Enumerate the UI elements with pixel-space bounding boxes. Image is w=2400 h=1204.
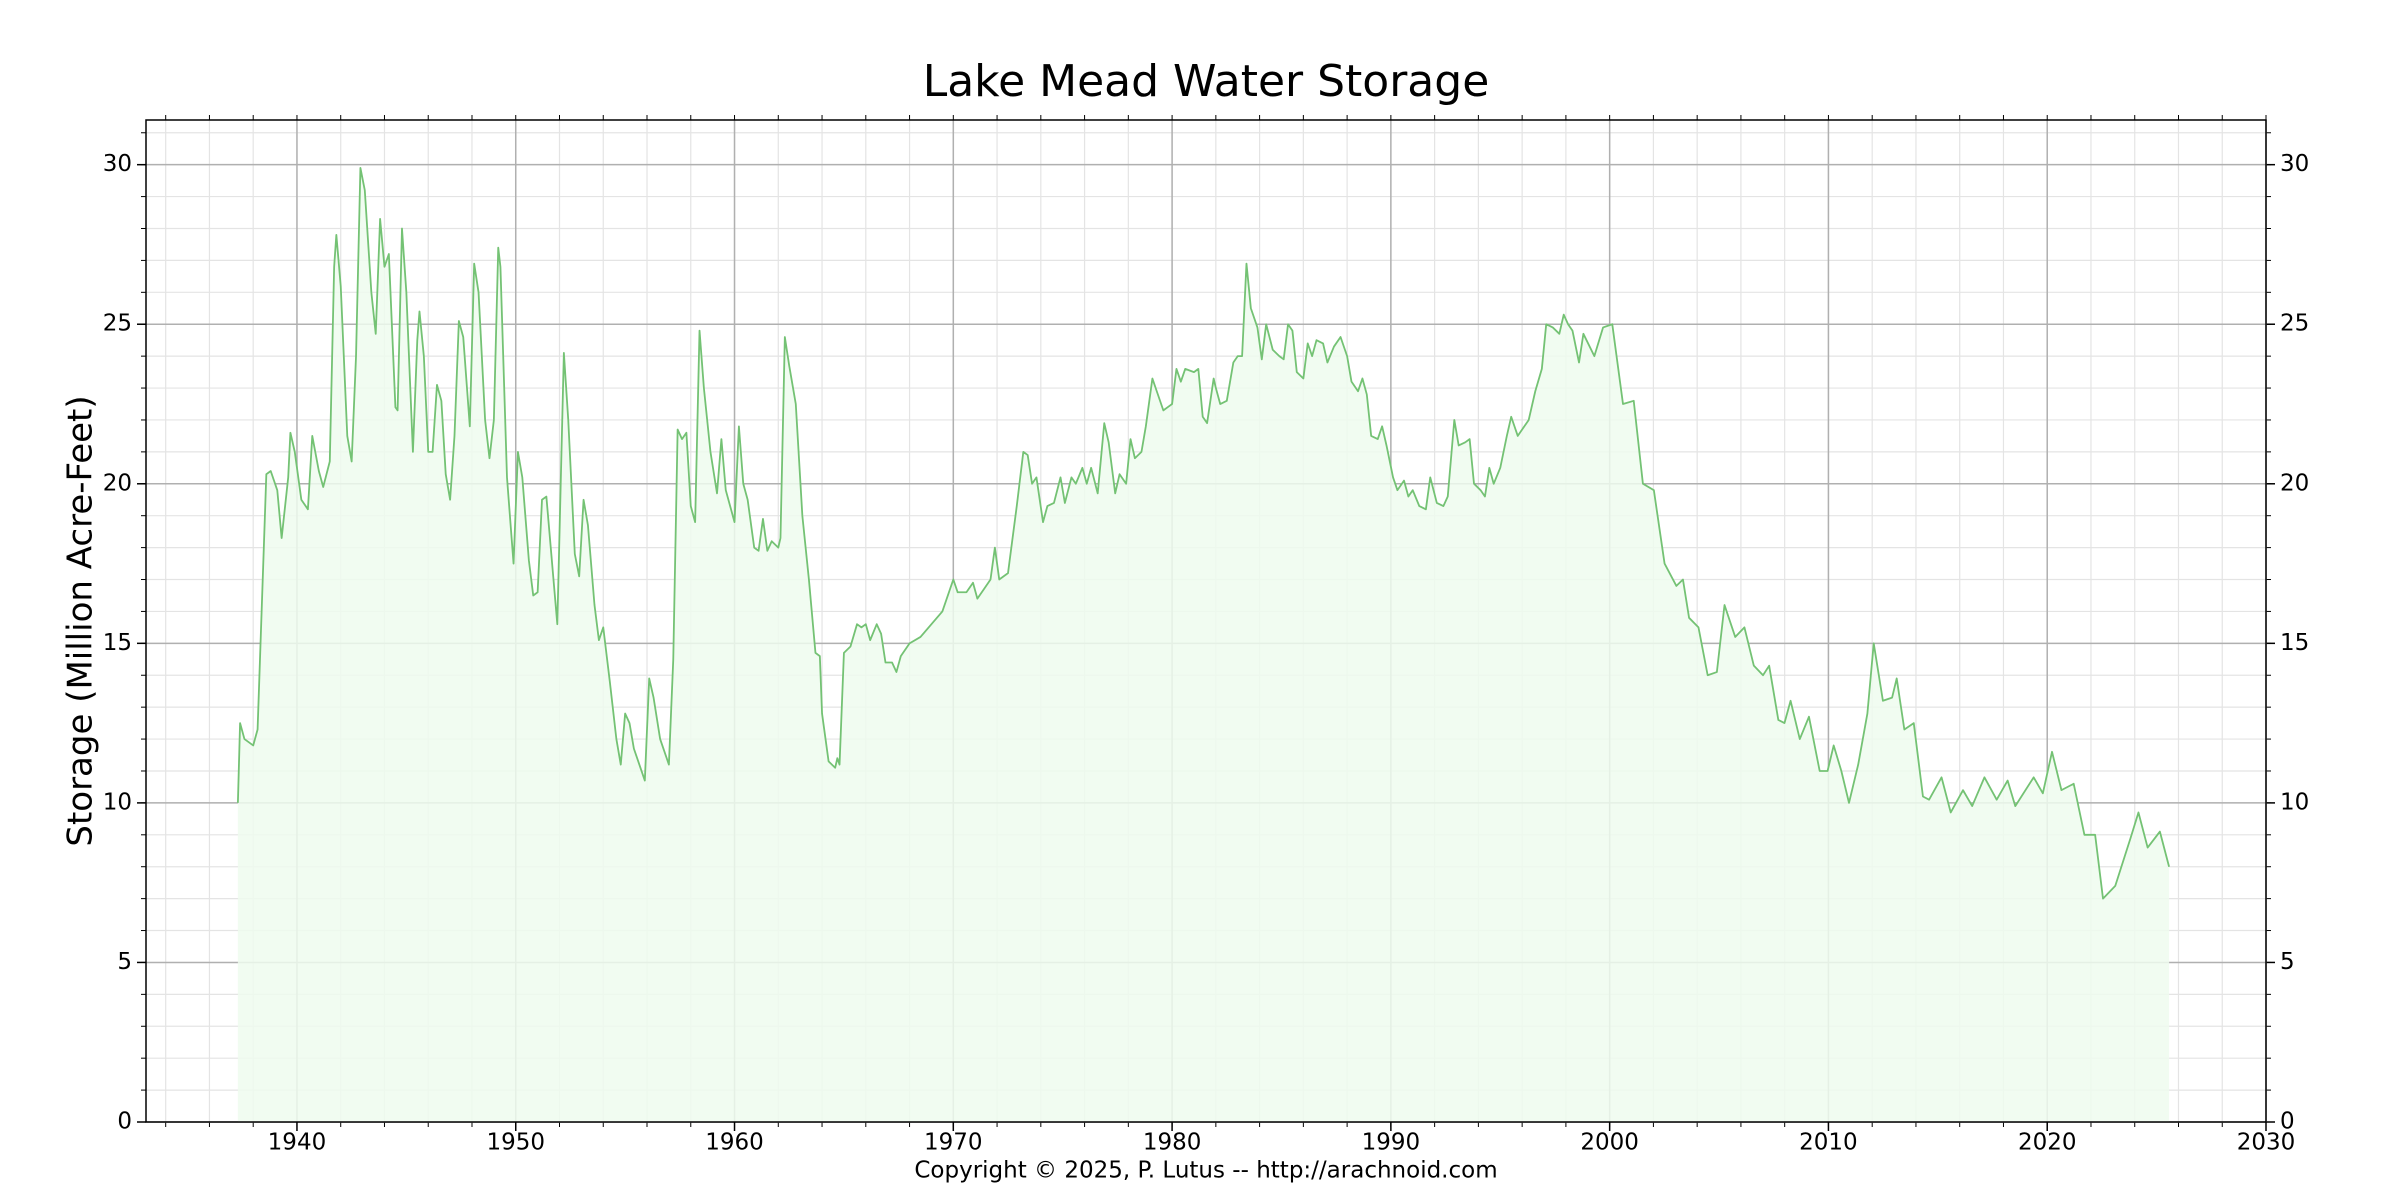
x-tick-label: 2030: [2237, 1130, 2296, 1156]
x-tick-label: 2000: [1580, 1130, 1639, 1156]
y-tick-label: 0: [117, 1109, 132, 1135]
y-tick-label-right: 0: [2280, 1109, 2295, 1135]
y-tick-label-right: 30: [2280, 151, 2309, 177]
y-tick-label-right: 15: [2280, 630, 2309, 656]
x-tick-label: 1960: [705, 1130, 764, 1156]
x-tick-label: 1970: [924, 1130, 983, 1156]
area: [237, 167, 2170, 1122]
y-tick-label-right: 5: [2280, 949, 2295, 975]
y-tick-label-right: 10: [2280, 789, 2309, 815]
y-tick-label: 30: [103, 151, 132, 177]
y-tick-label: 25: [103, 311, 132, 337]
y-tick-label: 20: [103, 470, 132, 496]
x-tick-label: 1940: [268, 1130, 327, 1156]
y-tick-label-right: 20: [2280, 470, 2309, 496]
plot-frame: [145, 119, 2267, 1123]
chart-title: Lake Mead Water Storage: [923, 56, 1490, 107]
y-tick-label: 15: [103, 630, 132, 656]
y-tick-label: 10: [103, 789, 132, 815]
line: [236, 166, 2170, 900]
x-tick-label: 2010: [1799, 1130, 1858, 1156]
y-axis-label: Storage (Million Acre-Feet): [61, 395, 101, 846]
footer: Copyright © 2025, P. Lutus -- http://ara…: [914, 1158, 1497, 1184]
x-tick-label: 1950: [486, 1130, 545, 1156]
x-tick-label: 1980: [1143, 1130, 1202, 1156]
y-tick-label: 5: [117, 949, 132, 975]
y-tick-label-right: 25: [2280, 311, 2309, 337]
x-tick-label: 2020: [2018, 1130, 2077, 1156]
x-tick-label: 1990: [1362, 1130, 1421, 1156]
